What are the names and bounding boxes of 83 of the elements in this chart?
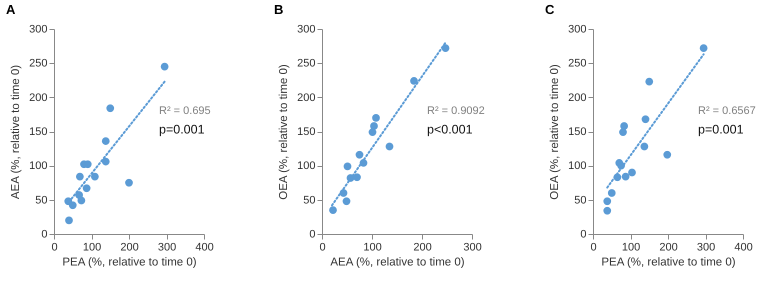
annotation: p<0.001 [427, 122, 473, 136]
chart-title: C [545, 2, 555, 17]
point [65, 216, 73, 224]
point [344, 162, 352, 170]
point [370, 122, 378, 130]
y-tick-label: 250 [29, 58, 48, 70]
point [102, 158, 110, 166]
point [102, 137, 110, 145]
y-tick-label: 50 [574, 194, 586, 206]
y-tick-label: 0 [41, 228, 48, 240]
chart-title: A [6, 2, 16, 17]
y-tick-label: 250 [297, 58, 316, 70]
y-tick-label: 300 [29, 24, 48, 36]
x-axis-title: PEA (%, relative to time 0) [62, 256, 197, 268]
y-axis-title: OEA (%, relative to time 0) [278, 64, 290, 200]
annotation: R² = 0.9092 [427, 105, 485, 117]
x-axis-title: PEA (%, relative to time 0) [601, 256, 736, 268]
x-tick-label: 200 [120, 242, 139, 254]
x-axis-title: AEA (%, relative to time 0) [330, 256, 465, 268]
point [160, 62, 168, 70]
x-tick-label: 200 [659, 242, 678, 254]
point [620, 122, 628, 130]
y-tick-label: 200 [297, 92, 316, 104]
x-tick-label: 400 [195, 242, 214, 254]
x-tick-label: 300 [158, 242, 176, 254]
x-tick-label: 100 [363, 242, 382, 254]
point [78, 196, 86, 204]
y-axis-title: AEA (%, relative to time 0) [10, 64, 22, 200]
y-tick-label: 0 [309, 228, 316, 240]
x-tick-label: 300 [463, 242, 482, 254]
point [622, 172, 630, 180]
x-tick-label: 400 [734, 242, 753, 254]
y-tick-label: 150 [297, 126, 316, 138]
y-tick-label: 100 [29, 160, 48, 172]
point [700, 44, 708, 52]
annotation: p=0.001 [698, 122, 744, 136]
point [372, 114, 380, 122]
x-tick-label: 0 [319, 242, 326, 254]
x-tick-label: 0 [51, 242, 58, 254]
point [619, 128, 627, 136]
point [603, 197, 612, 206]
point [125, 178, 133, 187]
y-tick-label: 100 [297, 160, 316, 172]
y-tick-label: 150 [568, 126, 586, 138]
point [603, 206, 612, 215]
point [353, 173, 361, 182]
point [640, 142, 648, 150]
point [386, 142, 394, 150]
y-tick-label: 200 [568, 92, 586, 104]
y-tick-label: 150 [29, 126, 48, 138]
point [645, 78, 654, 86]
point [410, 77, 418, 85]
x-tick-label: 300 [696, 242, 716, 254]
point [663, 150, 672, 159]
y-tick-label: 300 [568, 24, 586, 36]
point [356, 150, 364, 159]
point [329, 206, 337, 214]
x-tick-label: 200 [413, 242, 432, 254]
annotation: p=0.001 [159, 122, 205, 136]
point [368, 128, 376, 136]
y-tick-label: 200 [29, 92, 48, 104]
point [91, 172, 99, 180]
x-tick-label: 100 [622, 242, 640, 254]
x-tick-label: 100 [82, 242, 102, 254]
point [642, 115, 650, 124]
point [628, 168, 636, 176]
point [82, 184, 90, 192]
y-tick-label: 0 [580, 228, 586, 240]
x-tick-label: 0 [590, 242, 597, 254]
point [608, 189, 616, 197]
y-tick-label: 300 [297, 24, 316, 36]
annotation: R² = 0.695 [159, 105, 211, 117]
y-tick-label: 100 [568, 160, 586, 172]
point [76, 172, 84, 180]
point [342, 197, 350, 206]
point [68, 201, 77, 210]
y-tick-label: 50 [303, 194, 316, 206]
y-axis-title: OEA (%, relative to time 0) [549, 64, 562, 200]
chart-title: B [274, 2, 284, 17]
y-tick-label: 250 [568, 58, 586, 70]
y-tick-label: 50 [35, 194, 48, 206]
point [106, 104, 114, 112]
annotation: R² = 0.6567 [698, 105, 756, 117]
